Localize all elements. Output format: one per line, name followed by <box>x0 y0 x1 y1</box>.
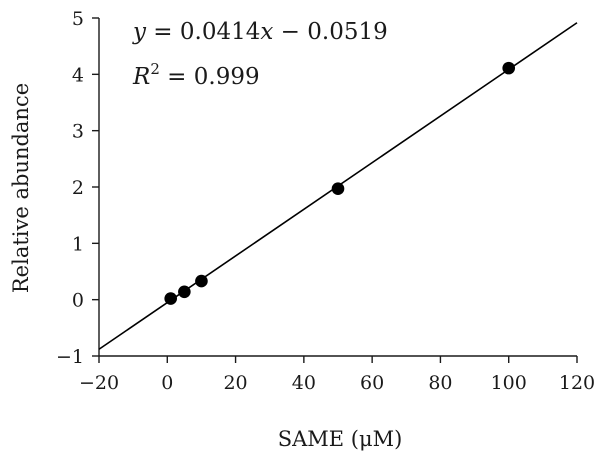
equation-intercept: − 0.0519 <box>273 19 387 45</box>
data-point <box>178 285 191 299</box>
x-axis-ticks: −20 0 20 40 60 80 100 120 <box>79 356 595 394</box>
data-point <box>331 182 345 195</box>
equation-coefficient: = 0.0414 <box>146 19 260 45</box>
x-axis-title: SAME (μM) <box>278 427 403 451</box>
regression-equation: y = 0.0414x − 0.0519 <box>132 19 388 45</box>
x-tick-label: 20 <box>223 372 247 394</box>
x-tick-label: −20 <box>79 372 119 394</box>
data-point <box>195 274 208 288</box>
x-tick-label: 100 <box>491 372 527 394</box>
x-tick-label: 40 <box>292 372 316 394</box>
y-tick-label: 5 <box>72 8 84 30</box>
y-tick-label: 3 <box>72 121 84 143</box>
x-tick-label: 60 <box>360 372 384 394</box>
r-squared: R2 = 0.999 <box>132 60 260 90</box>
data-points <box>164 61 516 305</box>
x-tick-label: 120 <box>559 372 595 394</box>
x-tick-label: 0 <box>161 372 173 394</box>
equation-y: y <box>132 19 147 45</box>
data-point <box>502 61 516 75</box>
equation-x: x <box>260 19 273 45</box>
data-point <box>164 292 177 305</box>
y-tick-label: 0 <box>72 290 84 312</box>
y-tick-label: 2 <box>72 177 84 199</box>
y-tick-label: 4 <box>72 64 84 86</box>
x-tick-label: 80 <box>428 372 452 394</box>
y-axis-ticks: −1 0 1 2 3 4 5 <box>56 8 99 368</box>
y-tick-label: 1 <box>72 233 84 255</box>
r2-symbol: R <box>132 64 150 90</box>
y-tick-label: −1 <box>56 346 84 368</box>
y-axis-title: Relative abundance <box>9 83 33 293</box>
r2-value: = 0.999 <box>160 64 260 90</box>
r2-superscript: 2 <box>150 60 160 78</box>
